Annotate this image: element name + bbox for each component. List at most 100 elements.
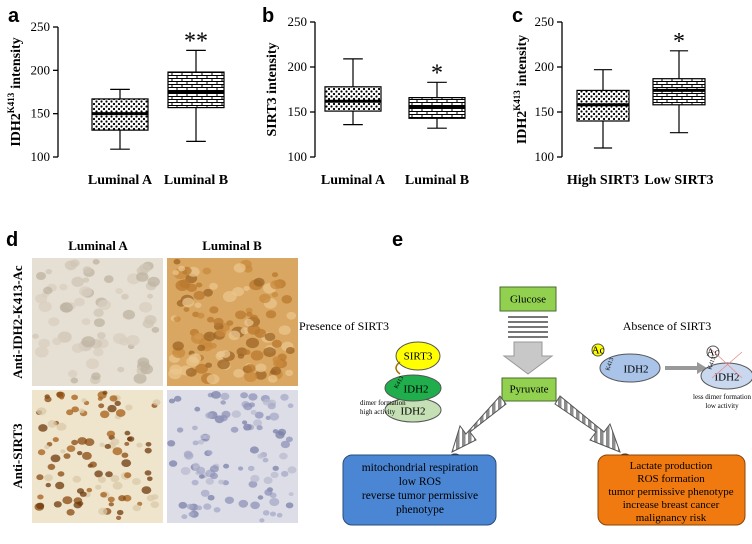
cell [44,474,53,482]
cell [287,403,294,409]
cell [203,288,213,297]
cell [151,326,160,333]
cell [276,512,283,518]
cell [124,472,132,479]
cell [124,430,131,436]
cell [133,373,147,384]
arrow [554,395,621,453]
cell [259,293,271,304]
cell [210,472,218,480]
cell [272,465,279,471]
cell [132,504,141,512]
outcome-box [342,454,497,526]
panel-label: d [6,229,18,251]
cell [106,430,116,438]
cell [255,363,267,373]
cell [109,395,118,402]
cell [118,337,130,346]
outcome-line: low ROS [399,476,442,488]
glycolysis-steps [508,316,548,338]
cell [250,409,257,415]
cross [711,349,743,379]
cell [281,295,293,304]
idh2 [384,374,442,402]
cell [206,374,220,385]
cell [121,452,129,458]
cell [198,474,205,479]
cell [220,350,231,358]
idh2-label: IDH2 [403,384,428,396]
cell [70,259,80,267]
cell [82,451,92,460]
cell [172,347,186,358]
cell [213,507,221,513]
cell [60,449,66,454]
cell [59,302,73,313]
texture [167,391,297,523]
annotation: ** [184,28,208,54]
cell [244,371,257,382]
cell [195,282,203,288]
absence-label: Absence of SIRT3 [623,319,712,333]
cell [240,327,250,335]
cell [66,509,75,516]
cell [81,318,91,326]
cell [254,411,264,419]
y-tick-label: 100 [535,149,555,164]
cell [104,275,114,283]
outcome-text: mitochondrial respiration low ROS reverse … [362,462,479,516]
cell [71,439,78,446]
cell [110,475,120,483]
cell [89,461,97,468]
cell [182,297,195,308]
cell [270,511,276,517]
cell [139,302,153,313]
panel-label: b [262,5,274,27]
cell [77,451,83,456]
cell [243,349,251,356]
cell [38,424,48,432]
cell [209,342,217,349]
idh2-label: IDH2 [714,372,739,384]
cell [104,444,112,449]
cell [127,436,135,442]
outcome-line: ROS formation [637,473,705,485]
cell [66,445,76,452]
cell [52,337,62,346]
cell [248,480,258,488]
cell [82,277,90,283]
cell [52,437,59,443]
texture [34,390,161,521]
cell [78,408,85,414]
cell [114,400,121,406]
cell [168,368,182,380]
cell [278,325,291,336]
cell [264,332,276,342]
y-label-part: IDH2 [515,111,530,144]
cell [247,465,255,472]
cell [37,449,46,456]
y-tick-label: 200 [288,59,308,74]
cell [285,369,294,377]
cell [110,438,120,446]
cell [189,353,202,363]
cell [141,486,152,494]
cell [243,402,253,411]
cell [169,460,178,467]
y-axis-label: IDH2K413 intensity [512,35,530,144]
cell [71,276,84,287]
cell [67,370,78,378]
cell [140,364,153,375]
cell [238,499,249,508]
cell [167,440,176,447]
cell [173,316,181,322]
cell [32,333,39,339]
cell [255,370,267,380]
outcome-line: increase breast cancer [623,499,720,511]
cell [82,266,92,274]
cell [265,310,277,319]
cell [233,263,246,273]
cell [71,343,84,354]
cell [271,339,282,348]
cell [192,425,198,431]
